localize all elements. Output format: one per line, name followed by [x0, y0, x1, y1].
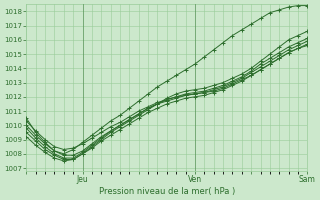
X-axis label: Pression niveau de la mer( hPa ): Pression niveau de la mer( hPa ) — [99, 187, 235, 196]
